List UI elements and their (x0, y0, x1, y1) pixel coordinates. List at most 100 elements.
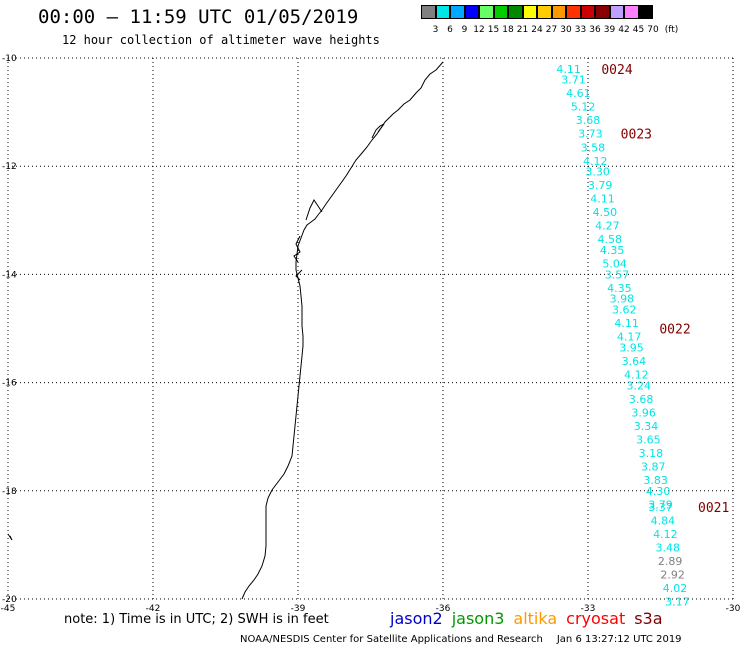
scale-label: 15 (487, 25, 500, 35)
lat-tick-label: -12 (2, 162, 17, 172)
wave-height-value: 2.89 (658, 555, 683, 568)
scale-swatch (435, 5, 450, 19)
wave-height-value: 4.50 (593, 206, 618, 219)
wave-height-value: 3.73 (578, 128, 603, 141)
wave-height-value: 3.79 (588, 179, 613, 192)
scale-label: 6 (447, 25, 453, 35)
scale-label: 18 (502, 25, 514, 35)
wave-height-value: 3.65 (636, 433, 661, 446)
wave-height-value: 4.58 (598, 233, 623, 246)
scale-swatch (566, 5, 581, 19)
scale-swatch (464, 5, 479, 19)
wave-height-value: 3.24 (627, 379, 652, 392)
wave-height-value: 2.92 (660, 569, 685, 582)
scale-label: 39 (603, 25, 616, 35)
satellite-s3a: s3a (634, 609, 663, 628)
wave-height-value: 4.27 (595, 220, 620, 233)
scale-swatch (609, 5, 624, 19)
wave-height-value: 4.30 (646, 485, 671, 498)
chart-subtitle: 12 hour collection of altimeter wave hei… (62, 33, 380, 47)
scale-swatch (450, 5, 465, 19)
wave-height-value: 3.79 (648, 498, 673, 511)
wave-height-value: 3.48 (656, 542, 681, 555)
axis-tick-labels: -45 -42 -39 -36 -33 -30 -10 -12 -14 -16 -18 -20 (1, 54, 740, 614)
wave-height-value: 4.61 (566, 87, 591, 100)
scale-swatch (508, 5, 523, 19)
wave-height-value: 3.87 (641, 460, 666, 473)
scale-label: 3 (432, 25, 439, 35)
wave-height-value: 3.68 (576, 114, 601, 127)
lat-tick-label: -10 (2, 54, 17, 64)
wave-height-value: 3.83 (643, 474, 668, 487)
lat-tick-label: -16 (2, 379, 17, 389)
lon-tick-label: -36 (436, 604, 451, 614)
scale-swatch (624, 5, 639, 19)
pass-time-label: 0021 (698, 501, 729, 516)
scale-swatch (580, 5, 595, 19)
scale-label: 30 (560, 25, 572, 35)
chart-title: 00:00 – 11:59 UTC 01/05/2019 (38, 6, 359, 28)
pass-time-label: 0024 (601, 63, 632, 78)
wave-height-value: 3.98 (610, 293, 635, 306)
wave-height-value: 4.02 (663, 582, 688, 595)
pass-time-labels: 0024 0023 0022 0021 (601, 63, 729, 516)
map-grid (7, 57, 734, 600)
lon-tick-label: -45 (1, 604, 16, 614)
scale-label: 21 (516, 25, 529, 35)
wave-height-value: 3.18 (639, 447, 664, 460)
wave-height-value: 3.64 (622, 355, 647, 368)
lon-tick-label: -33 (581, 604, 596, 614)
satellite-altika: altika (513, 609, 558, 628)
wave-height-value: 3.17 (665, 596, 690, 609)
scale-swatch (595, 5, 610, 19)
wave-height-value: 3.57 (605, 268, 630, 281)
lat-tick-label: -20 (2, 595, 17, 605)
scale-label: 36 (589, 25, 601, 35)
wave-height-value: 4.11 (590, 193, 615, 206)
scale-swatch (537, 5, 552, 19)
scale-swatch (493, 5, 508, 19)
units-note: note: 1) Time is in UTC; 2) SWH is in fe… (64, 612, 329, 627)
lon-tick-label: -30 (726, 604, 740, 614)
wave-height-value: 5.04 (602, 258, 627, 271)
lat-tick-label: -14 (2, 270, 17, 280)
scale-label: 27 (545, 25, 558, 35)
scale-label: 70 (647, 25, 659, 35)
scale-swatch (522, 5, 537, 19)
pass-time-label: 0023 (621, 128, 652, 143)
satellite-jason3: jason3 (451, 609, 505, 628)
scale-swatch (638, 5, 653, 19)
satellite-legend: jason2 jason3 altika cryosat s3a (390, 609, 672, 628)
wave-height-value: 4.17 (617, 331, 642, 344)
wave-height-value: 3.62 (612, 304, 637, 317)
satellite-cryosat: cryosat (566, 609, 626, 628)
scale-swatch (551, 5, 566, 19)
scale-label: 42 (618, 25, 630, 35)
lat-tick-label: -18 (2, 487, 17, 497)
scale-label: 24 (531, 25, 543, 35)
wave-height-value: 4.35 (600, 244, 625, 257)
wave-height-value: 4.12 (583, 155, 608, 168)
credit-line: NOAA/NESDIS Center for Satellite Applica… (240, 634, 682, 645)
scale-swatch (421, 5, 436, 19)
wave-height-value: 3.68 (629, 393, 654, 406)
wave-height-value: 4.12 (653, 528, 678, 541)
wave-height-value: 4.35 (607, 282, 632, 295)
scale-label: 45 (632, 25, 645, 35)
lon-tick-label: -42 (146, 604, 161, 614)
scale-swatch (479, 5, 494, 19)
wave-height-value: 3.58 (581, 141, 606, 154)
pass-time-label: 0022 (659, 323, 690, 338)
wave-height-value: 3.96 (631, 406, 656, 419)
wave-height-value: 3.37 (648, 501, 673, 514)
scale-unit: (ft) (664, 25, 679, 35)
credit-source: NOAA/NESDIS Center for Satellite Applica… (240, 634, 543, 645)
wave-height-value: 5.12 (571, 101, 596, 114)
wave-height-value: 4.11 (556, 63, 581, 76)
scale-label: 12 (473, 25, 485, 35)
wave-height-value: 4.84 (651, 515, 676, 528)
wave-height-value: 3.71 (561, 74, 586, 87)
wave-height-value: 3.30 (585, 166, 610, 179)
lon-tick-label: -39 (291, 604, 306, 614)
coastline-detail (7, 123, 385, 541)
